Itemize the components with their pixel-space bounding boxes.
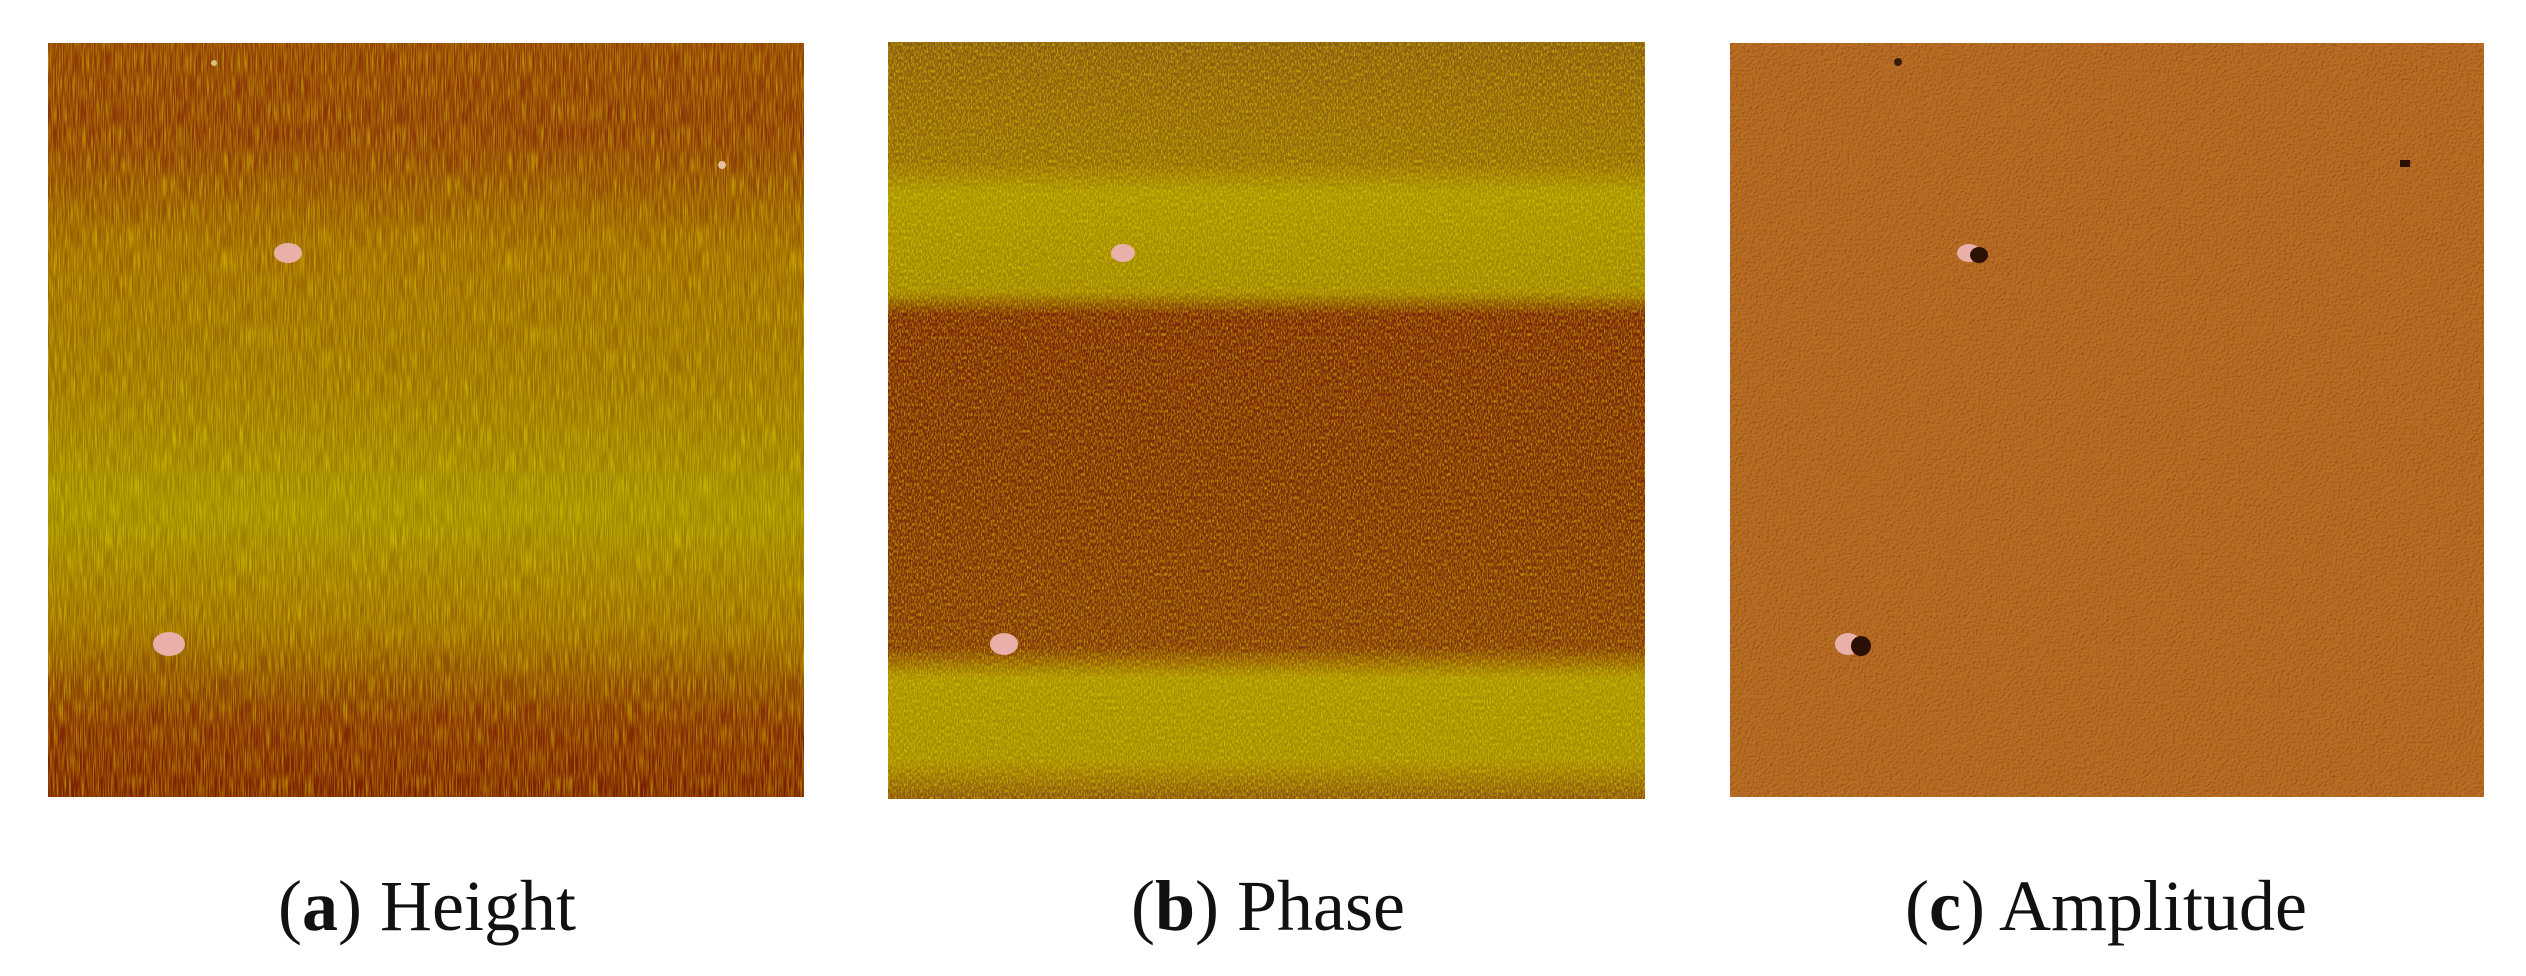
particle [1894, 58, 1902, 66]
caption: (b) Phase [1131, 866, 1405, 946]
caption-letter: c [1929, 866, 1961, 946]
particle [274, 243, 302, 263]
caption-letter: a [302, 866, 338, 946]
caption-open: ( [278, 866, 302, 946]
caption-name: Height [380, 866, 576, 946]
particle [2400, 160, 2410, 167]
caption-name: Amplitude [1999, 866, 2307, 946]
caption-name: Phase [1237, 866, 1405, 946]
caption: (c) Amplitude [1905, 866, 2307, 946]
caption-letter: b [1155, 866, 1195, 946]
caption-close: ) [338, 866, 362, 946]
particle-shadow [1851, 636, 1871, 656]
phase-texture [888, 42, 1645, 799]
particle [990, 633, 1018, 655]
caption: (a) Height [278, 866, 576, 946]
amplitude-image [1730, 43, 2484, 797]
height-image [48, 43, 804, 797]
phase-image [888, 42, 1645, 799]
caption-close: ) [1961, 866, 1985, 946]
caption-open: ( [1131, 866, 1155, 946]
caption-open: ( [1905, 866, 1929, 946]
particle-shadow [1970, 247, 1988, 263]
particle [718, 161, 726, 169]
particle [1111, 244, 1135, 262]
caption-close: ) [1195, 866, 1219, 946]
particle [153, 632, 185, 656]
amplitude-texture [1730, 43, 2484, 797]
particle [211, 60, 217, 66]
height-texture [48, 43, 804, 797]
